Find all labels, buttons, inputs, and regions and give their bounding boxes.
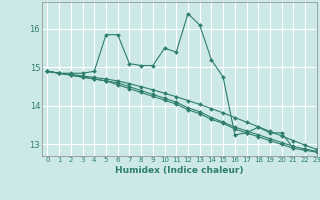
- X-axis label: Humidex (Indice chaleur): Humidex (Indice chaleur): [115, 166, 244, 175]
